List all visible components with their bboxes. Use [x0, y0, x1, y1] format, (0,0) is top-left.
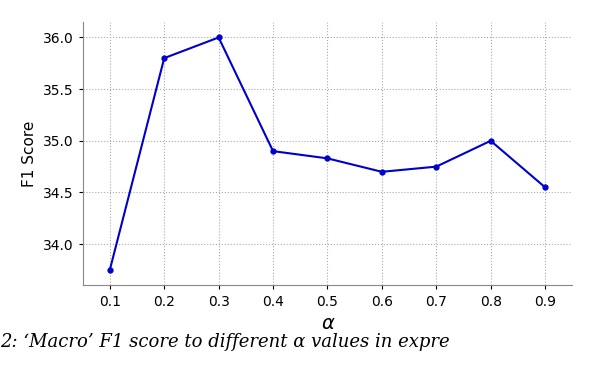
- X-axis label: α: α: [321, 314, 334, 333]
- Y-axis label: F1 Score: F1 Score: [22, 120, 37, 187]
- Text: 2: ‘Macro’ F1 score to different α values in expre: 2: ‘Macro’ F1 score to different α value…: [0, 333, 450, 351]
